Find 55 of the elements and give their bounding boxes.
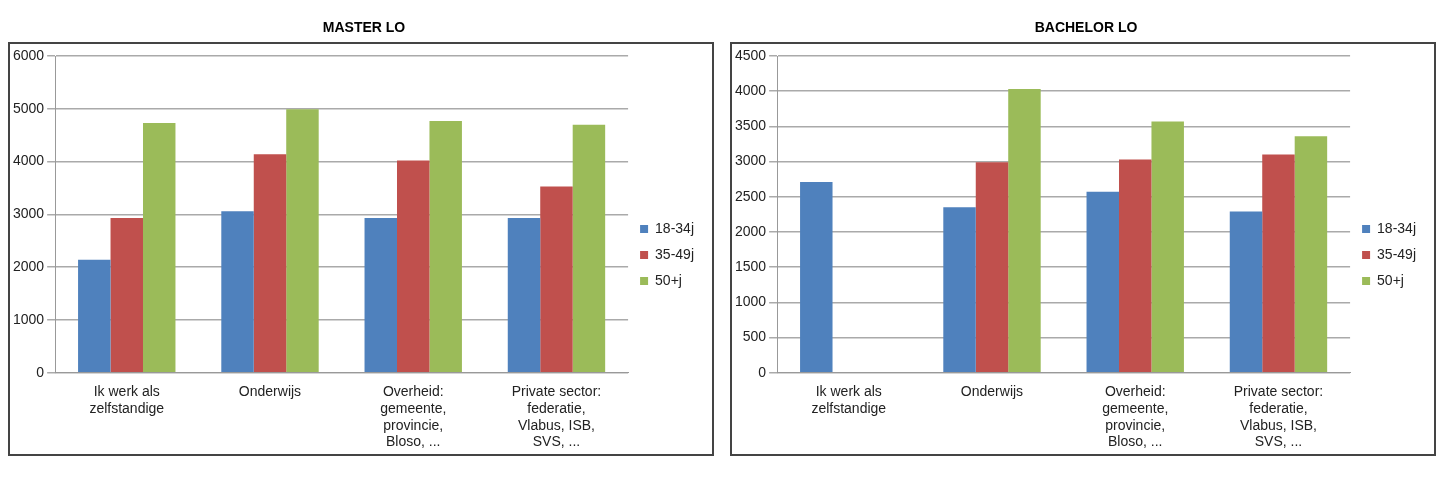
x-tick-label: Onderwijs bbox=[238, 383, 302, 400]
legend-label: 35-49j bbox=[1377, 245, 1416, 262]
chart-title: BACHELOR LO bbox=[1033, 18, 1139, 37]
bar bbox=[364, 218, 397, 373]
bar bbox=[1008, 89, 1041, 373]
bar bbox=[221, 211, 254, 373]
x-tick-label: Ik werk als zelfstandige bbox=[811, 383, 887, 416]
bar bbox=[540, 186, 573, 373]
x-tick-label: Private sector: federatie, Vlabus, ISB, SVS, ... bbox=[511, 383, 602, 450]
y-tick-label: 2000 bbox=[734, 222, 767, 239]
y-tick-label: 1500 bbox=[734, 258, 767, 275]
chart-title: MASTER LO bbox=[321, 18, 407, 37]
y-tick-label: 4000 bbox=[734, 82, 767, 99]
legend-label: 50+j bbox=[1377, 271, 1404, 288]
bar bbox=[943, 207, 976, 373]
bar bbox=[429, 120, 462, 373]
y-tick-label: 4500 bbox=[734, 46, 767, 63]
y-tick-label: 3000 bbox=[734, 152, 767, 169]
y-tick-label: 3500 bbox=[734, 117, 767, 134]
y-tick-label: 0 bbox=[758, 363, 767, 380]
x-tick-label: Overheid: gemeente, provincie, Bloso, ... bbox=[380, 383, 447, 450]
y-tick-label: 1000 bbox=[734, 293, 767, 310]
bar bbox=[143, 123, 176, 373]
x-tick-label: Overheid: gemeente, provincie, Bloso, ... bbox=[1102, 383, 1169, 450]
y-tick-label: 0 bbox=[36, 363, 45, 380]
y-tick-label: 3000 bbox=[12, 205, 45, 222]
bar bbox=[253, 154, 287, 373]
bar bbox=[572, 124, 606, 373]
legend-label: 18-34j bbox=[1377, 219, 1416, 236]
bar bbox=[1086, 191, 1119, 373]
bar bbox=[507, 218, 541, 373]
legend-label: 18-34j bbox=[655, 219, 694, 236]
y-tick-label: 6000 bbox=[12, 46, 45, 63]
bar bbox=[800, 182, 833, 373]
y-tick-label: 2000 bbox=[12, 258, 45, 275]
y-tick-label: 500 bbox=[742, 328, 767, 345]
bar bbox=[78, 259, 111, 373]
y-tick-label: 2500 bbox=[734, 187, 767, 204]
legend-label: 50+j bbox=[655, 271, 682, 288]
bar bbox=[1294, 136, 1328, 373]
bar bbox=[286, 109, 319, 373]
bar bbox=[1151, 121, 1184, 373]
bar bbox=[1262, 154, 1295, 373]
x-tick-label: Private sector: federatie, Vlabus, ISB, SVS, ... bbox=[1233, 383, 1324, 450]
bar bbox=[1119, 159, 1152, 373]
x-tick-label: Ik werk als zelfstandige bbox=[89, 383, 165, 416]
y-tick-label: 1000 bbox=[12, 310, 45, 327]
x-tick-label: Onderwijs bbox=[960, 383, 1024, 400]
bar bbox=[1229, 211, 1263, 373]
y-tick-label: 5000 bbox=[12, 99, 45, 116]
y-tick-label: 4000 bbox=[12, 152, 45, 169]
bar bbox=[397, 160, 430, 373]
legend-label: 35-49j bbox=[655, 245, 694, 262]
bar bbox=[110, 218, 143, 373]
bar bbox=[975, 162, 1009, 373]
